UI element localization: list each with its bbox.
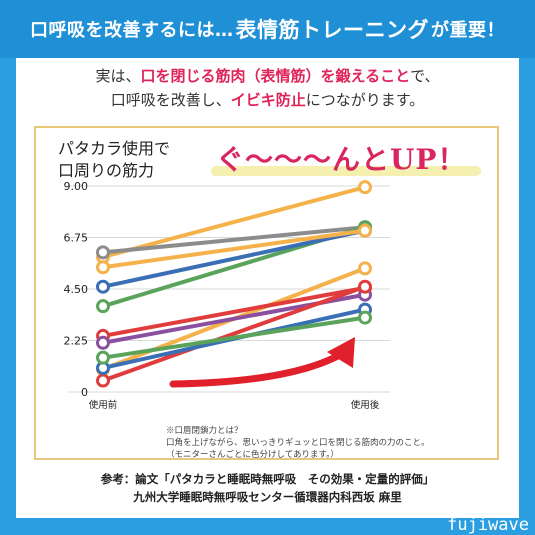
up-underline <box>211 166 481 176</box>
chart-title: パタカラ使用で 口周りの筋力 <box>58 138 170 182</box>
data-point <box>358 261 372 276</box>
note-line3: （モニターさんごとに色分けしてあります。） <box>166 450 339 460</box>
data-point <box>96 279 110 294</box>
y-tick-label: 9.00 <box>64 180 89 193</box>
y-tick-label: 2.25 <box>64 335 89 348</box>
x-tick-label: 使用後 <box>351 399 380 411</box>
series-line <box>101 285 367 338</box>
header-text-3: が重要！ <box>431 20 505 41</box>
intro-l2a: 口呼吸を改善し、 <box>110 91 231 109</box>
series-line <box>101 315 367 360</box>
header-banner: 口呼吸を改善するには… 表情筋トレーニング が重要！ <box>0 0 535 58</box>
data-point <box>96 245 110 260</box>
y-tick-label: 6.75 <box>64 232 89 245</box>
chart-note: ※口唇閉鎖力とは？ 口角を上げながら、思いっきりギュッと口を閉じる筋肉の力のこと… <box>166 425 430 461</box>
note-line1: ※口唇閉鎖力とは？ <box>166 426 243 436</box>
footer-line1: 参考：論文「パタカラと睡眠時無呼吸 その効果・定量的評価」 <box>100 472 435 486</box>
note-line2: 口角を上げながら、思いっきりギュッと口を閉じる筋肉の力のこと。 <box>166 438 430 448</box>
up-caption: ぐ～～～んとUP！ <box>216 143 467 176</box>
data-point <box>358 310 372 325</box>
intro-text: 実は、口を閉じる筋肉（表情筋）を鍛えることで、 口呼吸を改善し、イビキ防止につな… <box>16 64 519 112</box>
chart-box: パタカラ使用で 口周りの筋力 ぐ～～～んとUP！ 0 2.25 4.50 6.75 9.… <box>34 126 499 460</box>
watermark: fujiwave <box>447 515 529 535</box>
data-point <box>96 335 110 350</box>
chart-title-line1: パタカラ使用で <box>58 139 171 158</box>
x-tick-label: 使用前 <box>89 399 118 411</box>
intro-l1a: 実は、 <box>95 67 141 85</box>
intro-l2b: イビキ防止 <box>230 91 306 109</box>
up-arrow-head <box>327 337 355 368</box>
series-line <box>101 185 367 259</box>
chart-title-line2: 口周りの筋力 <box>58 161 155 180</box>
data-point <box>358 279 372 294</box>
up-arrow <box>169 348 349 388</box>
data-point <box>358 223 372 238</box>
footer-line2: 九州大学睡眠時無呼吸センター循環器内科西坂 麻里 <box>133 490 402 504</box>
series-line <box>101 228 367 289</box>
content-panel: 実は、口を閉じる筋肉（表情筋）を鍛えることで、 口呼吸を改善し、イビキ防止につな… <box>16 58 519 518</box>
data-point <box>358 180 372 195</box>
header-text-1: 口呼吸を改善するには… <box>30 20 234 41</box>
y-tick-label: 4.50 <box>64 283 89 296</box>
header-text-2: 表情筋トレーニング <box>235 18 429 42</box>
series-line <box>101 225 367 255</box>
data-point <box>96 350 110 365</box>
reference-footer: 参考：論文「パタカラと睡眠時無呼吸 その効果・定量的評価」 九州大学睡眠時無呼吸… <box>16 470 519 506</box>
data-point <box>96 373 110 388</box>
series-line <box>101 284 367 383</box>
intro-l2c: につながります。 <box>305 91 425 109</box>
y-tick-label: 0 <box>81 386 88 399</box>
series-line <box>101 228 367 270</box>
data-point <box>96 299 110 314</box>
data-point <box>96 260 110 275</box>
intro-l1c: で、 <box>410 67 440 85</box>
intro-l1b: 口を閉じる筋肉（表情筋）を鍛えること <box>140 67 411 85</box>
line-chart: 0 2.25 4.50 6.75 9.00 使用前 使用後 <box>64 180 390 411</box>
